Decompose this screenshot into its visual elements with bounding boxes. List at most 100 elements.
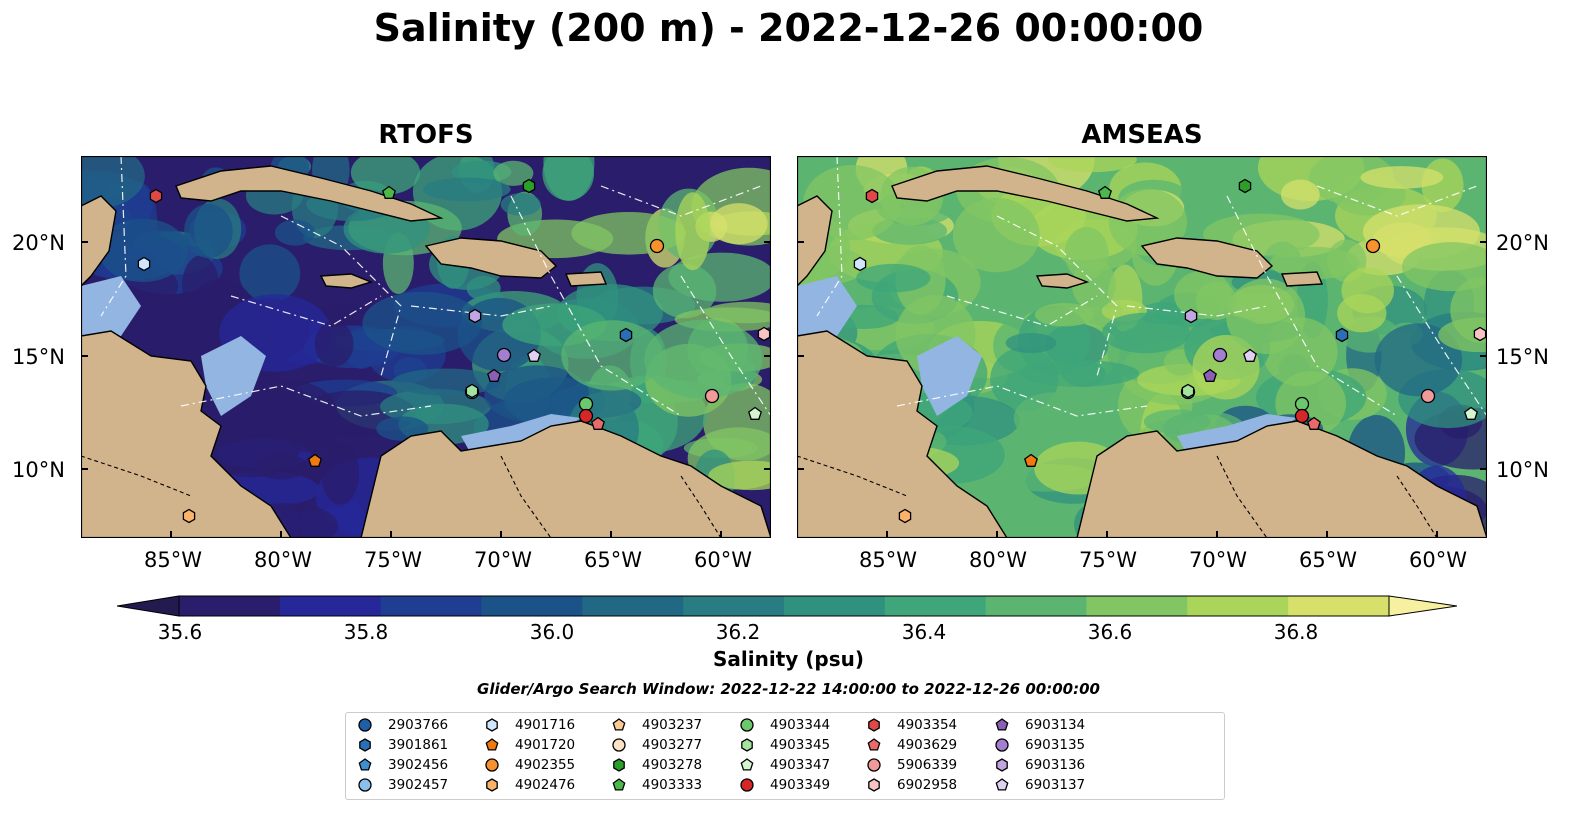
colorbar-tick-36-6: 36.6 xyxy=(1087,620,1133,644)
legend-marker-hexagon-icon xyxy=(486,778,498,792)
lon-label-60w-rtofs: 60°W xyxy=(694,548,752,572)
lat-label-20n-left: 20°N xyxy=(12,231,65,255)
colorbar-segment xyxy=(481,596,583,616)
legend-label: 4903277 xyxy=(642,737,703,753)
legend-label: 6903134 xyxy=(1025,717,1086,733)
legend-marker-circle-icon xyxy=(740,778,754,792)
legend-item-3901861: 3901861 xyxy=(356,736,448,754)
float-marker-4903344 xyxy=(578,396,594,412)
legend-marker xyxy=(740,778,754,792)
legend-marker-circle-icon xyxy=(867,758,881,772)
legend-marker-pentagon-icon xyxy=(612,718,626,731)
float-marker-4901716 xyxy=(137,256,151,272)
legend-marker xyxy=(485,758,499,772)
lon-label-65w-amseas: 65°W xyxy=(1299,548,1357,572)
float-legend: 2903766 3901861 3902456 3902457 4901716 49017… xyxy=(345,712,1225,800)
legend-marker xyxy=(995,778,1009,791)
legend-item-6903136: 6903136 xyxy=(993,756,1085,774)
legend-marker-hexagon-icon xyxy=(868,778,880,792)
legend-marker xyxy=(485,738,499,751)
legend-marker-pentagon-icon xyxy=(995,718,1009,731)
legend-marker-hexagon-icon xyxy=(359,738,371,752)
float-marker-4901720 xyxy=(308,453,322,467)
float-marker-6903136 xyxy=(468,308,482,324)
legend-marker xyxy=(995,718,1009,731)
legend-item-4902355: 4902355 xyxy=(483,756,575,774)
legend-label: 4903333 xyxy=(642,777,703,793)
legend-marker-pentagon-icon xyxy=(740,758,754,771)
legend-label: 4903629 xyxy=(897,737,958,753)
legend-marker xyxy=(741,738,753,752)
colorbar-segment xyxy=(380,596,482,616)
legend-item-2903766: 2903766 xyxy=(356,716,448,734)
legend-marker xyxy=(612,738,626,752)
legend-label: 6903135 xyxy=(1025,737,1086,753)
legend-label: 4903237 xyxy=(642,717,703,733)
lon-label-80w-amseas: 80°W xyxy=(969,548,1027,572)
legend-item-6902958: 6902958 xyxy=(865,776,957,794)
float-marker-6903135 xyxy=(496,347,512,363)
legend-marker xyxy=(612,778,626,791)
colorbar-segment xyxy=(279,596,382,616)
float-marker-4903629 xyxy=(1307,416,1321,430)
float-marker-4902476 xyxy=(898,508,912,524)
lon-label-80w-rtofs: 80°W xyxy=(254,548,312,572)
legend-marker-circle-icon xyxy=(612,738,626,752)
legend-marker xyxy=(613,758,625,772)
float-marker-6902958 xyxy=(757,326,771,342)
legend-marker xyxy=(358,758,372,771)
legend-marker xyxy=(995,738,1009,752)
lon-label-75w-amseas: 75°W xyxy=(1079,548,1137,572)
legend-marker xyxy=(358,718,372,732)
lat-label-15n-right: 15°N xyxy=(1496,345,1549,369)
float-marker-4903333 xyxy=(1098,185,1112,199)
float-marker-6903136 xyxy=(1184,308,1198,324)
legend-label: 4901716 xyxy=(515,717,576,733)
legend-label: 3902456 xyxy=(388,757,449,773)
legend-item-4903354: 4903354 xyxy=(865,716,957,734)
legend-marker-hexagon-icon xyxy=(486,718,498,732)
legend-item-4901716: 4901716 xyxy=(483,716,575,734)
legend-label: 4902476 xyxy=(515,777,576,793)
float-marker-5906339 xyxy=(704,388,720,404)
lon-label-70w-rtofs: 70°W xyxy=(474,548,532,572)
colorbar-segment xyxy=(683,596,785,616)
float-marker-3901861 xyxy=(1335,327,1349,343)
legend-marker-circle-icon xyxy=(740,718,754,732)
legend-marker xyxy=(868,718,880,732)
legend-item-5906339: 5906339 xyxy=(865,756,957,774)
colorbar-tick-36-2: 36.2 xyxy=(715,620,761,644)
lat-label-20n-right: 20°N xyxy=(1496,231,1549,255)
colorbar-tick-35-8: 35.8 xyxy=(343,620,389,644)
legend-label: 4903345 xyxy=(770,737,831,753)
legend-label: 4903278 xyxy=(642,757,703,773)
lat-label-15n-left: 15°N xyxy=(12,345,65,369)
colorbar-segment xyxy=(1288,596,1390,616)
lon-label-70w-amseas: 70°W xyxy=(1189,548,1247,572)
legend-marker xyxy=(486,778,498,792)
legend-label: 4903349 xyxy=(770,777,831,793)
float-marker-4903347 xyxy=(748,406,762,420)
float-marker-5906339 xyxy=(1420,388,1436,404)
float-marker-4903629 xyxy=(591,416,605,430)
legend-item-4901720: 4901720 xyxy=(483,736,575,754)
colorbar-over-arrow xyxy=(1388,595,1457,617)
legend-label: 4903344 xyxy=(770,717,831,733)
legend-item-4903277: 4903277 xyxy=(610,736,702,754)
lon-label-60w-amseas: 60°W xyxy=(1409,548,1467,572)
colorbar-segment xyxy=(582,596,684,616)
legend-marker xyxy=(740,758,754,771)
float-marker-4903354 xyxy=(149,188,163,204)
float-marker-6903134 xyxy=(1203,368,1217,382)
colorbar-segment xyxy=(784,596,886,616)
float-marker-3901861 xyxy=(619,327,633,343)
legend-label: 6902958 xyxy=(897,777,958,793)
legend-label: 6903137 xyxy=(1025,777,1086,793)
colorbar-tick-36-0: 36.0 xyxy=(529,620,575,644)
legend-label: 5906339 xyxy=(897,757,958,773)
legend-label: 6903136 xyxy=(1025,757,1086,773)
legend-item-3902457: 3902457 xyxy=(356,776,448,794)
legend-marker xyxy=(358,778,372,792)
colorbar-under-arrow xyxy=(117,595,180,617)
colorbar-tick-36-8: 36.8 xyxy=(1273,620,1319,644)
